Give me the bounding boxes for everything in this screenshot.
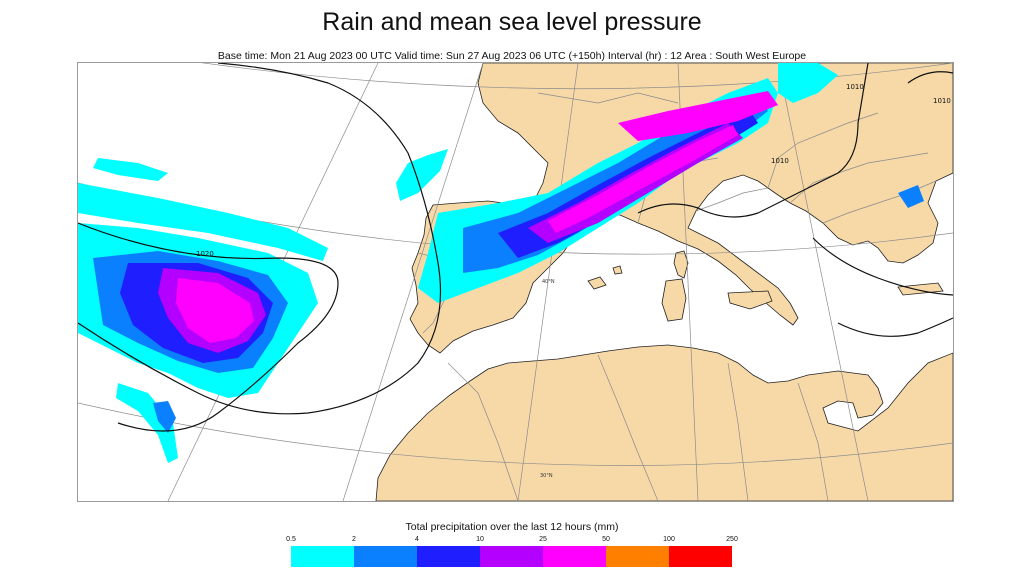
isobar-label-1020: 1020: [196, 250, 214, 258]
precip-frontal-band: [418, 63, 924, 303]
legend-swatch: [291, 546, 354, 567]
precipitation-map: 40°N 30°N: [78, 63, 953, 501]
legend-tick: 50: [602, 536, 610, 543]
legend-tick: 100: [663, 536, 675, 543]
legend-swatch: [354, 546, 417, 567]
legend-swatch: [606, 546, 669, 567]
legend-ticks: 0.5 2 4 10 25 50 100 250: [0, 536, 1024, 546]
isobar-label-1010-a: 1010: [771, 157, 789, 165]
graticule-label-40n: 40°N: [542, 279, 555, 285]
land-balearics: [587, 265, 623, 290]
legend-swatch: [417, 546, 480, 567]
land-africa: [375, 344, 953, 501]
isobars: [78, 63, 953, 432]
legend-tick: 10: [476, 536, 484, 543]
legend-tick: 0.5: [286, 536, 296, 543]
page-title: Rain and mean sea level pressure: [322, 8, 702, 36]
graticule-label-30n: 30°N: [540, 473, 553, 479]
legend-tick: 2: [352, 536, 356, 543]
legend-tick: 25: [539, 536, 547, 543]
land-crete: [897, 282, 944, 296]
legend-tick: 250: [726, 536, 738, 543]
precip-atlantic: [78, 149, 448, 463]
legend-colorbar: [291, 546, 732, 567]
legend-tick: 4: [415, 536, 419, 543]
legend-swatch: [543, 546, 606, 567]
isobar-label-1010-b: 1010: [846, 83, 864, 91]
legend-title: Total precipitation over the last 12 hou…: [405, 521, 619, 533]
land-sicily: [727, 290, 773, 310]
land-corsica: [673, 250, 689, 279]
chart-subtitle: Base time: Mon 21 Aug 2023 00 UTC Valid …: [217, 50, 807, 62]
map-panel: 40°N 30°N: [77, 62, 954, 502]
isobar-label-1010-c: 1010: [933, 97, 951, 105]
land-sardinia: [661, 278, 687, 322]
legend-swatch: [480, 546, 543, 567]
legend-swatch: [669, 546, 732, 567]
